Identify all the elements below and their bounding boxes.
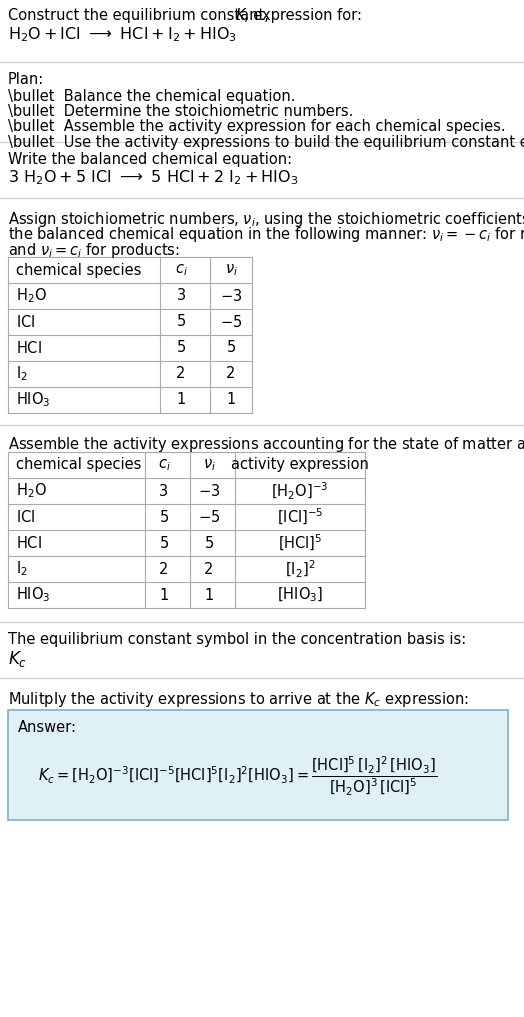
Text: 5: 5 — [204, 536, 214, 550]
Text: K: K — [236, 8, 246, 23]
Text: 2: 2 — [226, 366, 236, 381]
Text: the balanced chemical equation in the following manner: $\nu_i = -c_i$ for react: the balanced chemical equation in the fo… — [8, 226, 524, 244]
Text: 5: 5 — [226, 341, 236, 356]
Text: $\mathrm{3\ H_2O + 5\ ICl \ \longrightarrow \ 5\ HCl + 2\ I_2 + HIO_3}$: $\mathrm{3\ H_2O + 5\ ICl \ \longrightar… — [8, 168, 298, 187]
Text: 1: 1 — [177, 393, 185, 408]
Text: Mulitply the activity expressions to arrive at the $K_c$ expression:: Mulitply the activity expressions to arr… — [8, 690, 469, 709]
Text: $c_i$: $c_i$ — [158, 458, 170, 473]
Text: $c_i$: $c_i$ — [174, 262, 188, 278]
Text: Assemble the activity expressions accounting for the state of matter and $\nu_i$: Assemble the activity expressions accoun… — [8, 435, 524, 454]
Text: $\mathrm{HCl}$: $\mathrm{HCl}$ — [16, 340, 42, 356]
Text: $-3$: $-3$ — [198, 483, 220, 499]
Text: 2: 2 — [204, 561, 214, 577]
Text: $[\mathrm{H_2O}]^{-3}$: $[\mathrm{H_2O}]^{-3}$ — [271, 480, 329, 501]
Text: Construct the equilibrium constant,: Construct the equilibrium constant, — [8, 8, 274, 23]
Text: and $\nu_i = c_i$ for products:: and $\nu_i = c_i$ for products: — [8, 241, 180, 260]
Text: \bullet  Assemble the activity expression for each chemical species.: \bullet Assemble the activity expression… — [8, 120, 506, 134]
Text: 1: 1 — [226, 393, 236, 408]
Text: $\mathrm{HIO_3}$: $\mathrm{HIO_3}$ — [16, 586, 51, 604]
Text: 2: 2 — [176, 366, 185, 381]
Text: chemical species: chemical species — [16, 262, 141, 278]
Text: \bullet  Balance the chemical equation.: \bullet Balance the chemical equation. — [8, 88, 296, 104]
Text: $\mathrm{HIO_3}$: $\mathrm{HIO_3}$ — [16, 391, 51, 410]
Text: $\mathrm{ICl}$: $\mathrm{ICl}$ — [16, 508, 35, 525]
Text: $\nu_i$: $\nu_i$ — [202, 458, 215, 473]
Text: $K_c = [\mathrm{H_2O}]^{-3} [\mathrm{ICl}]^{-5} [\mathrm{HCl}]^5 [\mathrm{I_2}]^: $K_c = [\mathrm{H_2O}]^{-3} [\mathrm{ICl… — [38, 755, 437, 798]
Text: $\mathrm{I_2}$: $\mathrm{I_2}$ — [16, 365, 28, 383]
Text: $-5$: $-5$ — [198, 508, 220, 525]
Text: 3: 3 — [177, 289, 185, 303]
Text: $[\mathrm{I_2}]^{2}$: $[\mathrm{I_2}]^{2}$ — [285, 558, 315, 580]
Text: \bullet  Determine the stoichiometric numbers.: \bullet Determine the stoichiometric num… — [8, 104, 353, 119]
Text: $\mathrm{ICl}$: $\mathrm{ICl}$ — [16, 314, 35, 330]
Text: $\mathrm{H_2O + ICl \ \longrightarrow \ HCl + I_2 + HIO_3}$: $\mathrm{H_2O + ICl \ \longrightarrow \ … — [8, 25, 237, 44]
Text: $-5$: $-5$ — [220, 314, 242, 330]
Text: \bullet  Use the activity expressions to build the equilibrium constant expressi: \bullet Use the activity expressions to … — [8, 135, 524, 149]
Text: 1: 1 — [159, 588, 169, 602]
Text: 5: 5 — [159, 510, 169, 525]
Text: Answer:: Answer: — [18, 720, 77, 735]
Text: $[\mathrm{HCl}]^{5}$: $[\mathrm{HCl}]^{5}$ — [278, 533, 322, 553]
Text: 5: 5 — [177, 341, 185, 356]
Text: 5: 5 — [159, 536, 169, 550]
Text: $K_c$: $K_c$ — [8, 649, 27, 669]
Text: The equilibrium constant symbol in the concentration basis is:: The equilibrium constant symbol in the c… — [8, 632, 466, 647]
Text: 2: 2 — [159, 561, 169, 577]
Text: $-3$: $-3$ — [220, 288, 242, 304]
Text: $[\mathrm{ICl}]^{-5}$: $[\mathrm{ICl}]^{-5}$ — [277, 506, 323, 527]
Text: 1: 1 — [204, 588, 214, 602]
Text: $\mathrm{H_2O}$: $\mathrm{H_2O}$ — [16, 482, 47, 500]
Text: $\nu_i$: $\nu_i$ — [224, 262, 237, 278]
Text: , expression for:: , expression for: — [244, 8, 362, 23]
Text: $[\mathrm{HIO_3}]$: $[\mathrm{HIO_3}]$ — [277, 586, 323, 604]
Text: 3: 3 — [159, 483, 169, 498]
Text: $\mathrm{I_2}$: $\mathrm{I_2}$ — [16, 559, 28, 579]
Text: 5: 5 — [177, 314, 185, 330]
Text: Assign stoichiometric numbers, $\nu_i$, using the stoichiometric coefficients, $: Assign stoichiometric numbers, $\nu_i$, … — [8, 210, 524, 229]
Text: $\mathrm{H_2O}$: $\mathrm{H_2O}$ — [16, 287, 47, 305]
Text: Plan:: Plan: — [8, 72, 44, 87]
FancyBboxPatch shape — [8, 710, 508, 820]
Text: Write the balanced chemical equation:: Write the balanced chemical equation: — [8, 152, 292, 167]
Text: activity expression: activity expression — [231, 458, 369, 473]
Text: chemical species: chemical species — [16, 458, 141, 473]
Text: $\mathrm{HCl}$: $\mathrm{HCl}$ — [16, 535, 42, 551]
